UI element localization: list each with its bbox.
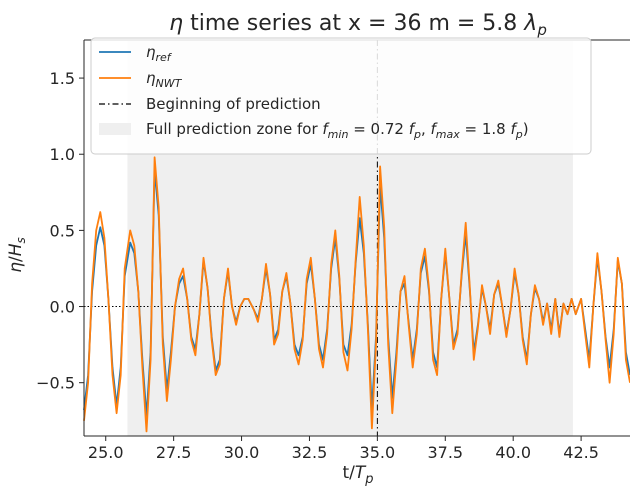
ylabel-sub: s bbox=[14, 237, 28, 243]
legend-label-zone: Full prediction zone for fmin = 0.72 fp,… bbox=[146, 120, 529, 141]
x-tick-label: 30.0 bbox=[224, 443, 260, 462]
chart-title: η time series at x = 36 m = 5.8 λp bbox=[169, 11, 547, 39]
y-tick-label: 1.5 bbox=[50, 69, 75, 88]
ylabel-slash: / bbox=[6, 256, 26, 262]
title-eta: η bbox=[169, 11, 183, 36]
legend-label-ref: ηref bbox=[146, 43, 173, 64]
x-tick-label: 37.5 bbox=[427, 443, 463, 462]
ticks-layer: 25.0 27.5 30.0 32.5 35.0 37.5 40.0 42.5 −0.5 0.0 0… bbox=[36, 69, 599, 462]
legend: ηref ηNWT Beginning of prediction Full p… bbox=[90, 37, 592, 155]
x-tick-label: 40.0 bbox=[495, 443, 531, 462]
legend-label-begin: Beginning of prediction bbox=[146, 95, 321, 113]
series-line-nwt bbox=[83, 156, 630, 433]
ylabel-eta: η bbox=[6, 262, 26, 273]
y-tick-label: 1.0 bbox=[50, 145, 75, 164]
title-main: time series at x = 36 m = 5.8 bbox=[183, 11, 524, 36]
y-axis-label: η/Hs bbox=[6, 237, 28, 273]
xlabel-T: T bbox=[355, 463, 367, 483]
x-tick-label: 42.5 bbox=[563, 443, 599, 462]
title-lambda-sub: p bbox=[536, 21, 547, 39]
legend-ref-sub: ref bbox=[156, 51, 173, 64]
title-lambda: λ bbox=[523, 11, 537, 36]
x-tick-label: 27.5 bbox=[156, 443, 192, 462]
legend-swatch-zone bbox=[99, 123, 131, 135]
legend-box bbox=[90, 37, 592, 155]
legend-ref-main: η bbox=[146, 43, 156, 61]
legend-nwt-main: η bbox=[146, 69, 156, 87]
x-tick-label: 32.5 bbox=[292, 443, 328, 462]
y-tick-label: 0.0 bbox=[50, 298, 75, 317]
xlabel-main: t/ bbox=[342, 463, 355, 483]
x-tick-label: 35.0 bbox=[360, 443, 396, 462]
legend-nwt-sub: NWT bbox=[156, 77, 183, 90]
y-tick-label: 0.5 bbox=[50, 221, 75, 240]
x-tick-label: 25.0 bbox=[88, 443, 124, 462]
ylabel-H: H bbox=[6, 243, 26, 256]
x-axis-label: t/Tp bbox=[342, 463, 373, 487]
legend-label-nwt: ηNWT bbox=[146, 69, 183, 90]
series-layer bbox=[83, 156, 630, 433]
y-tick-label: −0.5 bbox=[36, 374, 75, 393]
xlabel-sub: p bbox=[364, 472, 373, 487]
